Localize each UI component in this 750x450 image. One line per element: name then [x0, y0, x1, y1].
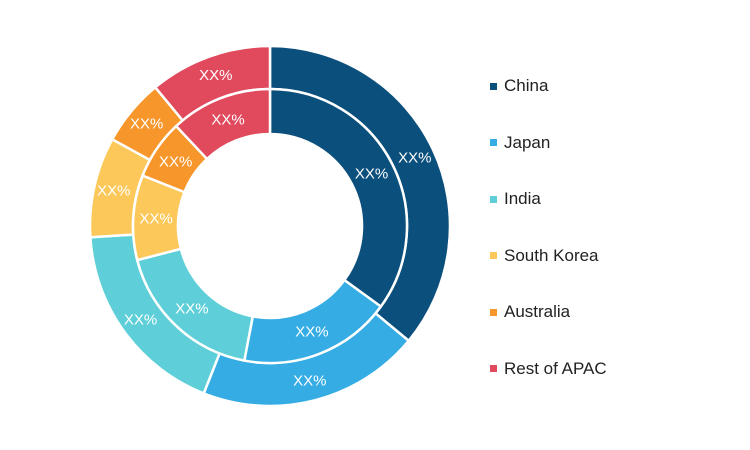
inner-ring-label-australia: XX%: [159, 153, 192, 170]
legend-swatch-india: [490, 195, 497, 203]
legend-label-south-korea: South Korea: [504, 245, 599, 265]
legend-swatch-japan: [490, 139, 497, 146]
chart-legend: China Japan India South Korea Australia Rest …: [490, 76, 607, 415]
inner-ring: [131, 87, 409, 365]
outer-ring-label-india: XX%: [124, 312, 157, 329]
legend-label-japan: Japan: [504, 132, 551, 152]
legend-item-china: China: [490, 76, 607, 96]
legend-label-australia: Australia: [504, 302, 571, 321]
legend-label-rest-of-apac: Rest of APAC: [504, 358, 607, 378]
segment-labels: XX% XX% XX% XX% XX% XX% XX% XX% XX% XX% XX% XX%: [97, 67, 431, 390]
inner-ring-label-japan: XX%: [295, 323, 328, 340]
legend-item-australia: Australia: [490, 302, 607, 322]
inner-ring-label-rest-of-apac: XX%: [211, 112, 244, 129]
legend-label-india: India: [504, 189, 541, 208]
outer-ring-label-australia: XX%: [130, 116, 163, 133]
legend-item-south-korea: South Korea: [490, 246, 607, 266]
legend-item-rest-of-apac: Rest of APAC: [490, 359, 607, 379]
inner-ring-label-india: XX%: [175, 301, 208, 318]
legend-label-china: China: [504, 76, 549, 95]
inner-ring-slice-rest-of-apac: [174, 87, 272, 161]
inner-ring-slice-china: [268, 87, 409, 309]
legend-swatch-china: [490, 82, 497, 90]
outer-ring-label-china: XX%: [398, 149, 431, 166]
legend-swatch-rest-of-apac: [490, 365, 497, 372]
legend-item-japan: Japan: [490, 133, 607, 153]
outer-ring: [88, 44, 452, 408]
outer-ring-label-rest-of-apac: XX%: [199, 67, 232, 84]
outer-ring-label-south-korea: XX%: [97, 183, 130, 200]
legend-swatch-australia: [490, 308, 497, 316]
inner-ring-label-china: XX%: [355, 166, 388, 183]
inner-ring-label-south-korea: XX%: [140, 210, 173, 227]
legend-item-india: India: [490, 189, 607, 209]
legend-swatch-south-korea: [490, 252, 497, 259]
outer-ring-label-japan: XX%: [293, 372, 326, 389]
